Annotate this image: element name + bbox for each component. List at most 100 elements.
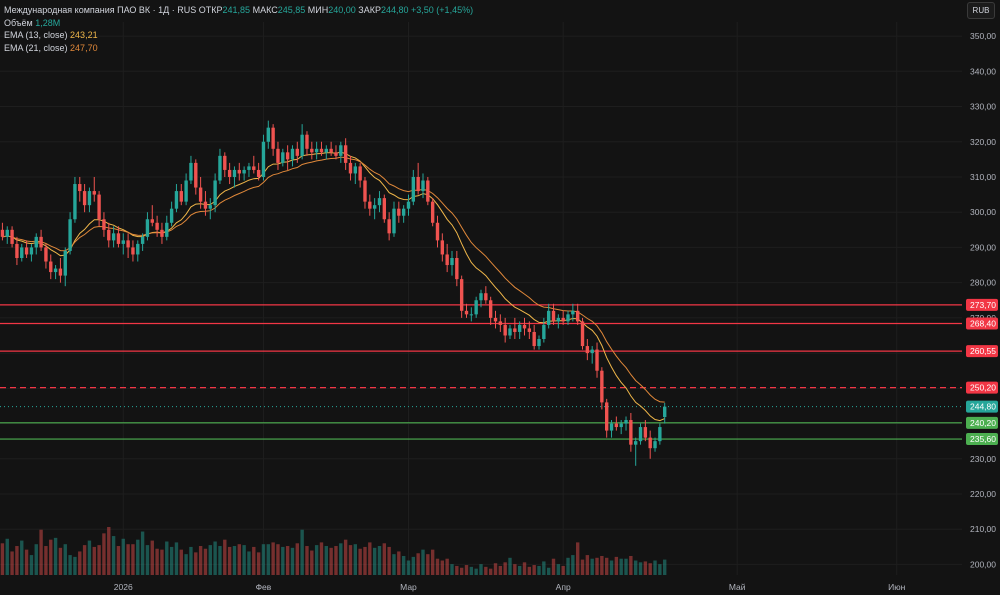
time-axis[interactable]: 2026 Фев Мар Апр Май Июн	[114, 582, 906, 592]
candle-body[interactable]	[629, 420, 633, 445]
candle-body[interactable]	[498, 321, 503, 325]
candle-body[interactable]	[571, 310, 575, 315]
candle-body[interactable]	[39, 236, 43, 248]
candle-body[interactable]	[213, 180, 217, 206]
candle-body[interactable]	[305, 134, 309, 149]
candle-body[interactable]	[281, 152, 285, 163]
candle-body[interactable]	[450, 257, 454, 266]
candle-body[interactable]	[97, 194, 101, 220]
candle-body[interactable]	[203, 201, 208, 209]
candle-body[interactable]	[247, 166, 251, 170]
candle-body[interactable]	[368, 201, 372, 209]
candle-body[interactable]	[58, 268, 63, 276]
level-price-tag[interactable]	[966, 416, 998, 429]
candle-body[interactable]	[87, 191, 92, 206]
candle-body[interactable]	[513, 328, 517, 332]
candle-body[interactable]	[126, 240, 130, 248]
candle-body[interactable]	[638, 427, 643, 442]
candle-body[interactable]	[82, 191, 87, 206]
candle-body[interactable]	[575, 310, 580, 322]
candle-body[interactable]	[604, 402, 609, 431]
candle-body[interactable]	[397, 208, 401, 216]
candle-body[interactable]	[237, 169, 241, 174]
candle-body[interactable]	[653, 441, 657, 449]
candle-body[interactable]	[551, 310, 556, 322]
candle-body[interactable]	[92, 191, 96, 195]
candle-body[interactable]	[527, 328, 532, 332]
legend-ema13-row[interactable]: EMA (13, close) 243,21	[4, 29, 473, 42]
candle-body[interactable]	[503, 324, 507, 336]
candle-body[interactable]	[15, 243, 19, 258]
candle-body[interactable]	[198, 187, 203, 202]
candle-body[interactable]	[0, 229, 5, 237]
candle-body[interactable]	[445, 254, 449, 266]
candle-body[interactable]	[252, 166, 256, 170]
candle-body[interactable]	[194, 162, 198, 188]
candle-body[interactable]	[300, 134, 304, 156]
candle-body[interactable]	[78, 184, 82, 192]
candle-body[interactable]	[49, 261, 53, 273]
level-price-tag[interactable]	[966, 317, 998, 330]
candle-body[interactable]	[469, 314, 474, 316]
candle-body[interactable]	[136, 243, 140, 255]
candle-body[interactable]	[488, 300, 493, 318]
legend-volume-row[interactable]: Объём 1,28M	[4, 17, 473, 30]
candle-body[interactable]	[464, 310, 469, 315]
candle-body[interactable]	[5, 229, 9, 237]
candle-body[interactable]	[339, 145, 343, 156]
candle-body[interactable]	[73, 184, 77, 220]
candle-body[interactable]	[358, 166, 362, 181]
candle-body[interactable]	[150, 219, 154, 223]
candle-body[interactable]	[232, 169, 237, 177]
legend-ema21-row[interactable]: EMA (21, close) 247,70	[4, 42, 473, 55]
candle-body[interactable]	[440, 240, 445, 255]
candle-body[interactable]	[227, 169, 232, 177]
candle-body[interactable]	[310, 148, 314, 153]
candle-body[interactable]	[285, 152, 290, 160]
candle-body[interactable]	[165, 222, 169, 237]
candle-body[interactable]	[479, 293, 483, 301]
candle-body[interactable]	[348, 162, 353, 174]
candle-body[interactable]	[561, 317, 565, 322]
candle-body[interactable]	[658, 427, 662, 442]
currency-button[interactable]: RUB	[967, 2, 995, 19]
candle-body[interactable]	[406, 201, 411, 209]
candle-body[interactable]	[426, 180, 430, 202]
candle-body[interactable]	[223, 155, 227, 170]
candle-body[interactable]	[377, 198, 382, 206]
candle-body[interactable]	[10, 229, 14, 244]
candle-body[interactable]	[363, 180, 367, 202]
candle-body[interactable]	[353, 166, 358, 174]
candle-body[interactable]	[474, 300, 478, 315]
symbol-name[interactable]: Международная компания ПАО ВК · 1Д · RUS	[4, 5, 197, 15]
candle-body[interactable]	[532, 331, 536, 347]
candle-body[interactable]	[542, 324, 546, 340]
candle-body[interactable]	[334, 152, 338, 156]
candle-body[interactable]	[290, 148, 295, 160]
candle-body[interactable]	[624, 420, 628, 424]
candle-body[interactable]	[160, 229, 164, 237]
candle-body[interactable]	[537, 339, 541, 347]
candle-body[interactable]	[435, 222, 440, 241]
candle-body[interactable]	[648, 437, 652, 449]
candle-body[interactable]	[517, 324, 522, 332]
level-price-tag[interactable]	[966, 433, 998, 446]
price-axis[interactable]: 200,00210,00220,00230,00240,00250,00260,…	[966, 31, 998, 569]
candle-body[interactable]	[208, 205, 212, 209]
candle-body[interactable]	[24, 247, 29, 255]
candle-body[interactable]	[242, 169, 246, 174]
candle-body[interactable]	[34, 236, 38, 248]
candle-body[interactable]	[121, 240, 125, 244]
candle-body[interactable]	[319, 148, 324, 153]
candle-body[interactable]	[20, 247, 24, 258]
candle-body[interactable]	[179, 191, 183, 202]
candle-body[interactable]	[663, 406, 667, 418]
candle-body[interactable]	[184, 180, 188, 202]
candle-body[interactable]	[455, 257, 459, 280]
candle-body[interactable]	[314, 148, 319, 153]
candle-body[interactable]	[484, 293, 488, 301]
candle-body[interactable]	[634, 441, 638, 445]
candle-body[interactable]	[566, 314, 570, 322]
candle-body[interactable]	[116, 233, 121, 244]
